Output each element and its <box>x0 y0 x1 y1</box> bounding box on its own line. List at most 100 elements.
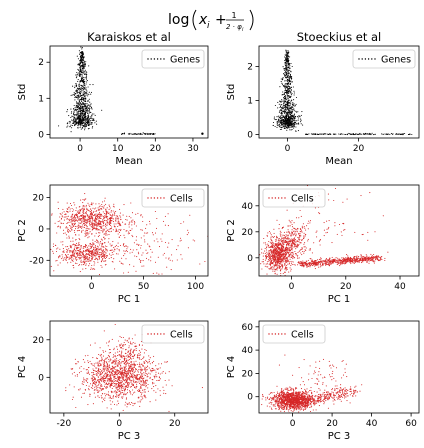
data-point <box>149 133 152 135</box>
data-point <box>335 259 337 261</box>
data-point <box>92 228 94 230</box>
data-point <box>281 242 283 244</box>
data-point <box>94 213 96 215</box>
data-point <box>116 215 118 217</box>
data-point <box>102 223 105 225</box>
data-point <box>121 257 123 259</box>
data-point <box>72 219 75 221</box>
data-point <box>82 229 84 231</box>
data-point <box>288 69 290 72</box>
data-point <box>86 232 88 234</box>
data-point <box>77 255 79 257</box>
data-point <box>67 215 69 217</box>
data-point <box>262 258 264 260</box>
data-point <box>52 250 54 252</box>
data-point <box>86 120 88 122</box>
data-point <box>271 236 273 238</box>
data-point <box>96 214 98 216</box>
data-point <box>291 254 293 256</box>
data-point <box>289 56 291 58</box>
data-point <box>261 268 263 270</box>
data-point <box>140 237 142 239</box>
data-point <box>273 251 275 253</box>
data-point <box>84 193 86 195</box>
data-point <box>77 89 79 91</box>
data-point <box>142 220 144 223</box>
data-point <box>157 241 159 243</box>
data-point <box>98 244 101 246</box>
data-point <box>95 251 97 253</box>
data-point <box>84 124 86 126</box>
data-point <box>318 261 320 263</box>
data-point <box>285 54 288 56</box>
data-point <box>61 258 63 260</box>
data-point <box>329 260 331 262</box>
data-point <box>112 213 114 215</box>
data-point <box>75 242 78 244</box>
data-point <box>60 213 62 215</box>
data-point <box>61 216 63 218</box>
data-point <box>145 257 148 259</box>
data-point <box>84 92 86 94</box>
data-point <box>105 220 108 222</box>
y-tick-label: 0 <box>247 131 253 141</box>
data-point <box>78 264 80 267</box>
data-point <box>282 119 284 121</box>
data-point <box>90 107 92 109</box>
data-point <box>277 245 279 247</box>
data-point <box>75 93 77 95</box>
data-point <box>131 251 133 253</box>
data-point <box>105 213 107 215</box>
data-point <box>56 232 58 234</box>
data-point <box>118 222 120 224</box>
data-point <box>85 93 87 95</box>
data-point <box>112 218 115 220</box>
data-point <box>284 104 286 106</box>
data-point <box>112 229 114 231</box>
data-point <box>285 259 287 262</box>
data-point <box>80 87 82 89</box>
data-point <box>81 264 83 266</box>
data-point <box>282 106 284 108</box>
data-point <box>310 260 312 262</box>
data-point <box>352 259 354 261</box>
data-point <box>82 113 84 115</box>
data-point <box>78 118 80 121</box>
data-point <box>72 124 74 127</box>
data-point <box>284 115 286 117</box>
data-point <box>311 265 314 267</box>
data-point <box>293 110 295 112</box>
data-point <box>293 99 295 101</box>
data-point <box>411 133 413 136</box>
data-point <box>75 213 78 215</box>
data-point <box>73 94 75 97</box>
data-point <box>283 111 285 113</box>
data-point <box>84 69 86 71</box>
data-point <box>74 244 76 246</box>
data-point <box>285 123 287 125</box>
data-point <box>288 77 290 79</box>
data-point <box>83 247 85 249</box>
data-point <box>300 114 302 116</box>
data-point <box>354 133 356 136</box>
data-point <box>68 258 70 260</box>
data-point <box>78 108 80 110</box>
data-point <box>95 229 97 231</box>
data-point <box>115 223 117 225</box>
data-point <box>118 231 121 233</box>
data-point <box>83 114 85 116</box>
data-point <box>148 220 151 222</box>
data-point <box>283 97 285 99</box>
data-point <box>67 227 69 229</box>
data-point <box>101 256 103 258</box>
data-point <box>74 246 76 248</box>
data-point <box>79 212 81 214</box>
data-point <box>280 247 282 249</box>
data-point <box>96 218 98 220</box>
data-point <box>104 257 107 260</box>
data-point <box>274 269 276 271</box>
data-point <box>333 133 335 136</box>
data-point <box>100 249 102 251</box>
data-point <box>290 248 292 250</box>
data-point <box>285 121 287 123</box>
